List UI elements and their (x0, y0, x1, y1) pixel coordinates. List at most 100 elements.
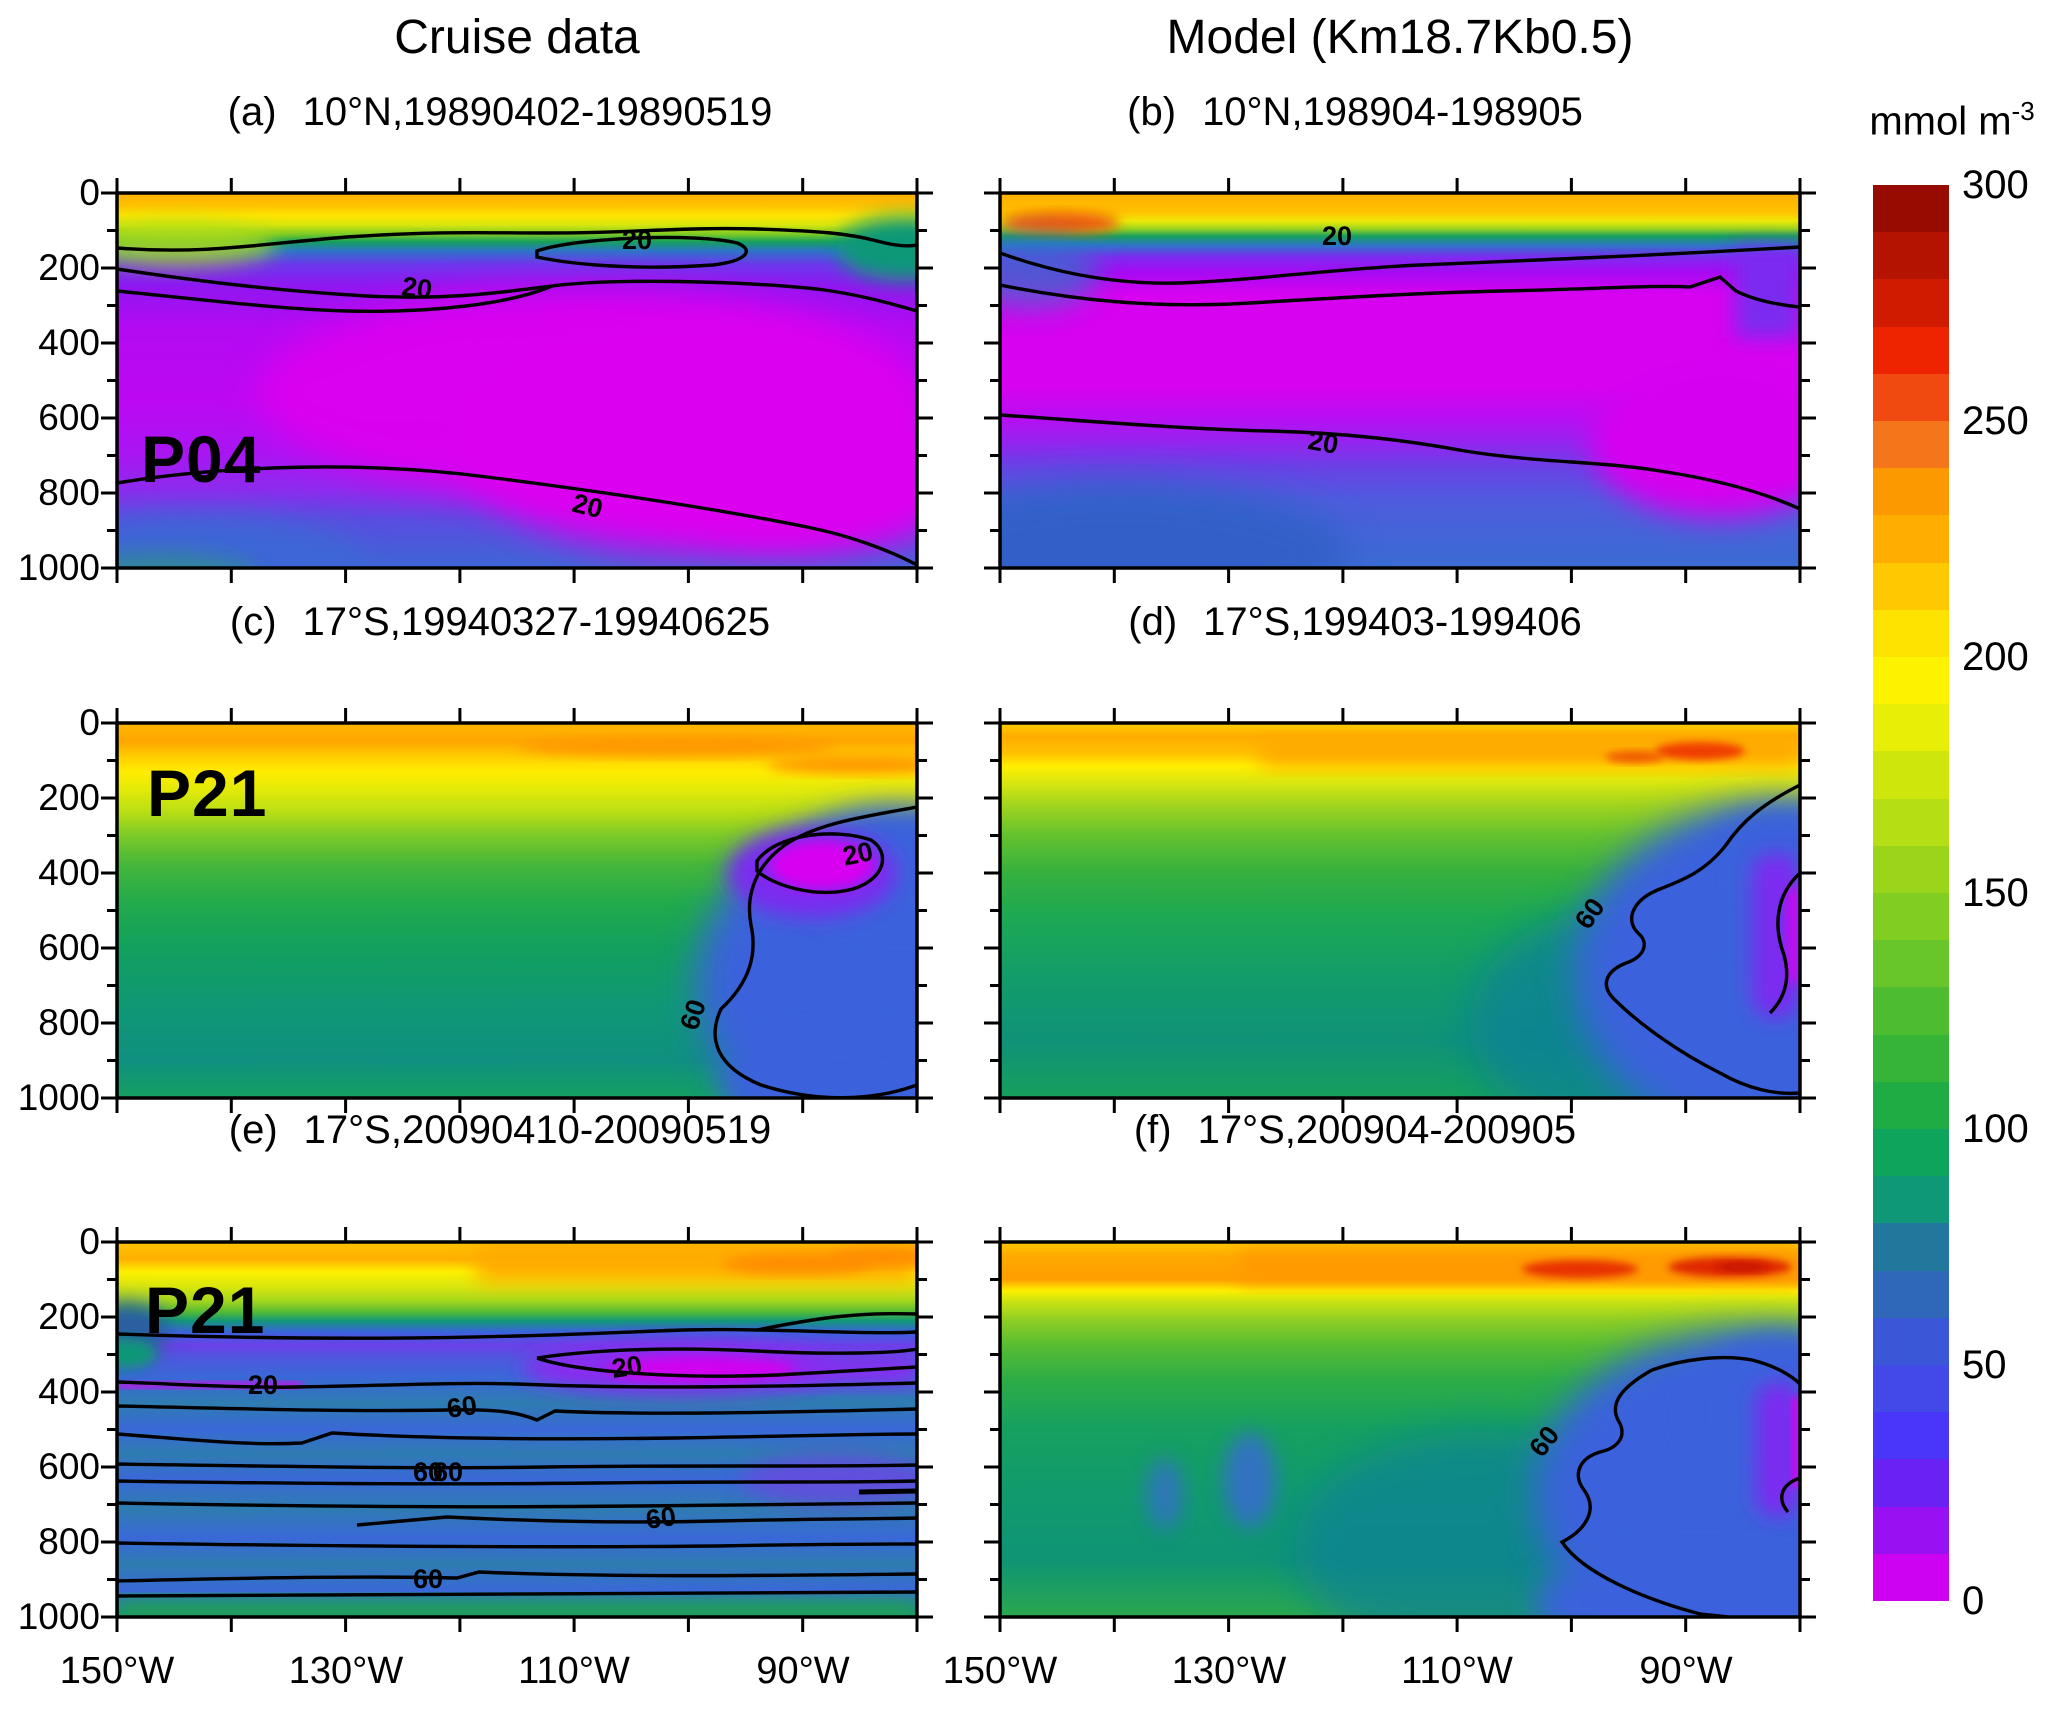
colorbar-segment (1873, 1506, 1949, 1554)
contour-label: 60 (413, 1564, 443, 1594)
contour-label: 20 (248, 1370, 278, 1400)
colorbar-segment (1873, 279, 1949, 327)
y-tick-label: 800 (38, 472, 100, 513)
x-tick-label: 110°W (518, 1650, 630, 1692)
colorbar-segment (1873, 893, 1949, 941)
contour-line (117, 1479, 917, 1486)
contour-label: 20 (622, 225, 652, 255)
y-tick-label: 1000 (17, 547, 100, 588)
colorbar-tick-label: 100 (1962, 1107, 2029, 1151)
y-tick-label: 1000 (17, 1596, 100, 1637)
panel-c-plot: 20 60 P21 (97, 703, 937, 1118)
colorbar-segment (1873, 798, 1949, 846)
contour-label: 60 (433, 1457, 463, 1487)
colorbar-segment (1873, 657, 1949, 705)
contour-line (536, 1347, 917, 1360)
colorbar-segment (1873, 1223, 1949, 1271)
panel-a-contour-field: 20 20 20 (101, 178, 933, 583)
contour-line (117, 1590, 917, 1598)
colorbar-title-exponent: -3 (2011, 96, 2035, 126)
contour-line (117, 226, 917, 252)
panel-f-plot: 60 (980, 1222, 1820, 1637)
y-tick-label: 800 (38, 1521, 100, 1562)
panel-b-tag: (b) (1127, 90, 1177, 134)
contour-line (1604, 783, 1800, 1096)
colorbar-segment (1873, 1317, 1949, 1366)
colorbar-segment (1873, 421, 1949, 469)
contour-line (117, 1501, 917, 1509)
contour-line (1768, 871, 1800, 1015)
x-tick-label: 150°W (942, 1650, 1058, 1692)
colorbar-tick-label: 300 (1962, 163, 2029, 207)
panel-f-title: (f) 17°S,200904-200905 (1133, 1108, 1577, 1152)
colorbar-segment (1873, 232, 1949, 280)
colorbar-segment (1873, 845, 1949, 894)
colorbar-segment (1873, 1034, 1949, 1082)
contour-line (1651, 1355, 1800, 1386)
colorbar-segment (1873, 185, 1949, 233)
colorbar-segment (1873, 1270, 1949, 1318)
contour-line (535, 235, 749, 269)
contour-line (536, 1356, 917, 1378)
panel-b-title: (b) 10°N,198904-198905 (1127, 90, 1583, 134)
contour-line (117, 1462, 917, 1470)
colorbar-tick-label: 250 (1962, 399, 2029, 443)
colorbar-segment (1873, 468, 1949, 516)
contour-label: 20 (1306, 425, 1341, 460)
panel-d-plot: 60 (980, 703, 1820, 1118)
colorbar-segment (1873, 1176, 1949, 1224)
colorbar-segment (1873, 1412, 1949, 1460)
x-tick-label: 130°W (1171, 1650, 1287, 1692)
contour-line (117, 465, 917, 567)
colorbar-segment (1873, 1081, 1949, 1130)
panel-a-plot: 20 20 20 P04 (97, 173, 937, 588)
contour-label: 20 (400, 271, 434, 305)
y-tick-label: 600 (38, 397, 100, 438)
panel-e-plot: 20 20 60 60 60 60 60 P21 (97, 1222, 937, 1637)
contour-line (356, 1515, 917, 1527)
contour-line (1559, 1368, 1729, 1617)
colorbar-segment (1873, 1459, 1949, 1507)
panel-c-contour-field: 20 60 (101, 708, 933, 1113)
colorbar-segment (1873, 1129, 1949, 1177)
colorbar-segment (1873, 751, 1949, 799)
contour-line (117, 1431, 917, 1446)
contour-label: 20 (840, 836, 876, 872)
panel-c-tag: (c) (229, 600, 277, 644)
contour-label: 60 (644, 1501, 678, 1535)
colorbar-segment (1873, 609, 1949, 658)
x-tick-label: 90°W (756, 1650, 850, 1692)
column-title-model: Model (Km18.7Kb0.5) (1166, 11, 1634, 64)
panel-f-contour-field: 60 (984, 1227, 1816, 1632)
colorbar-segment (1873, 704, 1949, 752)
colorbar-segment (1873, 987, 1949, 1035)
contour-line (1000, 245, 1800, 285)
contour-label: 20 (569, 488, 605, 524)
colorbar-segment (1873, 515, 1949, 563)
station-label-p04: P04 (141, 422, 262, 496)
panel-a-title: (a) 10°N,19890402-19890519 (227, 90, 773, 134)
contour-line (1780, 1476, 1800, 1514)
y-tick-label: 400 (38, 1371, 100, 1412)
x-tick-label: 150°W (59, 1650, 175, 1692)
contour-line (117, 284, 553, 313)
contour-line (117, 1541, 917, 1549)
contour-line (117, 1380, 917, 1389)
panel-c-title: (c) 17°S,19940327-19940625 (229, 600, 771, 644)
x-tick-label: 130°W (288, 1650, 404, 1692)
y-tick-label: 1000 (17, 1077, 100, 1118)
colorbar-segment (1873, 373, 1949, 422)
y-tick-label: 200 (38, 1296, 100, 1337)
contour-label: 60 (445, 1390, 479, 1424)
x-tick-label: 110°W (1401, 1650, 1513, 1692)
contour-label: 60 (413, 1457, 443, 1487)
panel-f-tag: (f) (1133, 1108, 1172, 1152)
column-title-cruise: Cruise data (394, 11, 640, 64)
station-label-p21: P21 (145, 1273, 266, 1347)
colorbar-tick-label: 150 (1962, 871, 2029, 915)
colorbar-tick-label: 50 (1962, 1343, 2007, 1387)
panel-b-contour-field: 20 20 (984, 178, 1816, 583)
colorbar-tick-label: 200 (1962, 635, 2029, 679)
colorbar-segment (1873, 1365, 1949, 1413)
